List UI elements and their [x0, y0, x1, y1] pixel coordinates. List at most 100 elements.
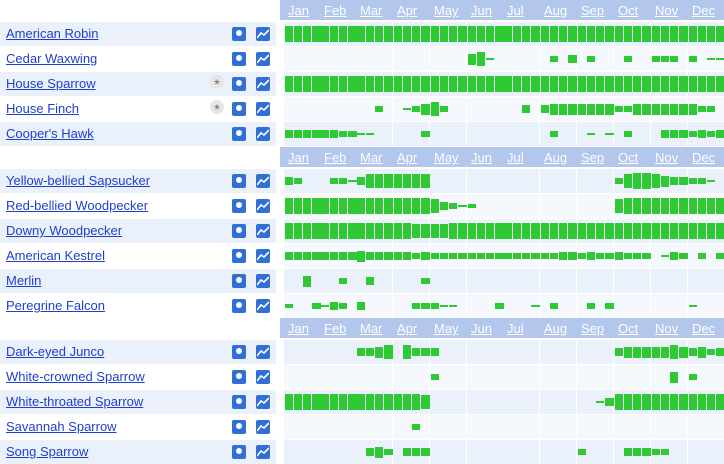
map-pin-icon[interactable] [232, 199, 246, 213]
month-label-jun[interactable]: Jun [471, 150, 492, 165]
line-chart-icon[interactable] [256, 299, 270, 313]
map-pin-icon[interactable] [232, 299, 246, 313]
month-label-oct[interactable]: Oct [618, 321, 639, 336]
month-label-feb[interactable]: Feb [324, 150, 347, 165]
map-pin-icon[interactable] [232, 370, 246, 384]
month-label-jan[interactable]: Jan [288, 150, 309, 165]
species-link[interactable]: Song Sparrow [6, 444, 89, 459]
map-pin-icon[interactable] [232, 27, 246, 41]
map-pin-icon[interactable] [232, 249, 246, 263]
abundance-bar [402, 26, 411, 42]
abundance-bar [476, 252, 485, 260]
species-link[interactable]: Peregrine Falcon [6, 298, 105, 313]
month-label-aug[interactable]: Aug [544, 150, 568, 165]
map-pin-icon[interactable] [232, 274, 246, 288]
month-label-mar[interactable]: Mar [360, 150, 383, 165]
species-link[interactable]: House Sparrow [6, 76, 96, 91]
month-label-may[interactable]: May [434, 321, 459, 336]
month-label-aug[interactable]: Aug [544, 3, 568, 18]
month-label-jan[interactable]: Jan [288, 321, 309, 336]
month-label-jul[interactable]: Jul [507, 321, 524, 336]
species-link[interactable]: Dark-eyed Junco [6, 344, 105, 359]
species-link[interactable]: Red-bellied Woodpecker [6, 198, 149, 213]
month-label-feb[interactable]: Feb [324, 3, 347, 18]
month-label-jun[interactable]: Jun [471, 321, 492, 336]
line-chart-icon[interactable] [256, 370, 270, 384]
line-chart-icon[interactable] [256, 52, 270, 66]
species-link[interactable]: American Kestrel [6, 248, 105, 263]
line-chart-icon[interactable] [256, 102, 270, 116]
map-pin-icon[interactable] [232, 102, 246, 116]
abundance-bar [284, 129, 293, 139]
line-chart-icon[interactable] [256, 77, 270, 91]
abundance-bar [697, 129, 706, 139]
abundance-bar [365, 251, 374, 261]
month-label-apr[interactable]: Apr [397, 321, 418, 336]
map-pin-icon[interactable] [232, 127, 246, 141]
line-chart-icon[interactable] [256, 395, 270, 409]
map-pin-icon[interactable] [232, 345, 246, 359]
month-label-sep[interactable]: Sep [581, 150, 605, 165]
abundance-track [280, 440, 724, 464]
map-pin-icon[interactable] [232, 77, 246, 91]
line-chart-icon[interactable] [256, 174, 270, 188]
line-chart-icon[interactable] [256, 199, 270, 213]
month-label-mar[interactable]: Mar [360, 3, 383, 18]
month-label-apr[interactable]: Apr [397, 150, 418, 165]
map-pin-icon[interactable] [232, 395, 246, 409]
month-label-jul[interactable]: Jul [507, 3, 524, 18]
month-label-jun[interactable]: Jun [471, 3, 492, 18]
line-chart-icon[interactable] [256, 345, 270, 359]
month-label-sep[interactable]: Sep [581, 3, 605, 18]
month-label-jan[interactable]: Jan [288, 3, 309, 18]
month-label-dec[interactable]: Dec [692, 150, 716, 165]
month-label-dec[interactable]: Dec [692, 3, 716, 18]
map-pin-icon[interactable] [232, 224, 246, 238]
month-label-jul[interactable]: Jul [507, 150, 524, 165]
abundance-bar [449, 223, 458, 239]
abundance-bar [293, 394, 302, 410]
species-link[interactable]: White-throated Sparrow [6, 394, 144, 409]
map-pin-icon[interactable] [232, 174, 246, 188]
species-link[interactable]: White-crowned Sparrow [6, 369, 145, 384]
month-label-may[interactable]: May [434, 3, 459, 18]
species-link[interactable]: Savannah Sparrow [6, 419, 117, 434]
asterisk-icon[interactable]: * [210, 100, 224, 117]
species-link[interactable]: Cedar Waxwing [6, 51, 98, 66]
month-label-oct[interactable]: Oct [618, 3, 639, 18]
month-label-may[interactable]: May [434, 150, 459, 165]
species-link[interactable]: Yellow-bellied Sapsucker [6, 173, 151, 188]
line-chart-icon[interactable] [256, 224, 270, 238]
month-label-oct[interactable]: Oct [618, 150, 639, 165]
line-chart-icon[interactable] [256, 127, 270, 141]
line-chart-icon[interactable] [256, 274, 270, 288]
abundance-bar [284, 198, 293, 214]
month-label-sep[interactable]: Sep [581, 321, 605, 336]
month-label-nov[interactable]: Nov [655, 321, 679, 336]
month-cell [356, 47, 392, 71]
asterisk-icon[interactable]: * [210, 75, 224, 92]
line-chart-icon[interactable] [256, 27, 270, 41]
month-label-feb[interactable]: Feb [324, 321, 347, 336]
month-label-nov[interactable]: Nov [655, 3, 679, 18]
abundance-bar [412, 105, 421, 113]
month-label-apr[interactable]: Apr [397, 3, 418, 18]
line-chart-icon[interactable] [256, 249, 270, 263]
line-chart-icon[interactable] [256, 420, 270, 434]
abundance-bar [375, 76, 384, 92]
species-link[interactable]: American Robin [6, 26, 99, 41]
line-chart-icon[interactable] [256, 445, 270, 459]
map-pin-icon[interactable] [232, 420, 246, 434]
species-link[interactable]: House Finch [6, 101, 79, 116]
abundance-bar [439, 26, 448, 42]
month-label-mar[interactable]: Mar [360, 321, 383, 336]
map-pin-icon[interactable] [232, 445, 246, 459]
month-label-dec[interactable]: Dec [692, 321, 716, 336]
month-label-nov[interactable]: Nov [655, 150, 679, 165]
map-pin-icon[interactable] [232, 52, 246, 66]
species-link[interactable]: Cooper's Hawk [6, 126, 94, 141]
abundance-bar [384, 345, 393, 359]
month-label-aug[interactable]: Aug [544, 321, 568, 336]
species-link[interactable]: Merlin [6, 273, 42, 288]
species-link[interactable]: Downy Woodpecker [6, 223, 123, 238]
